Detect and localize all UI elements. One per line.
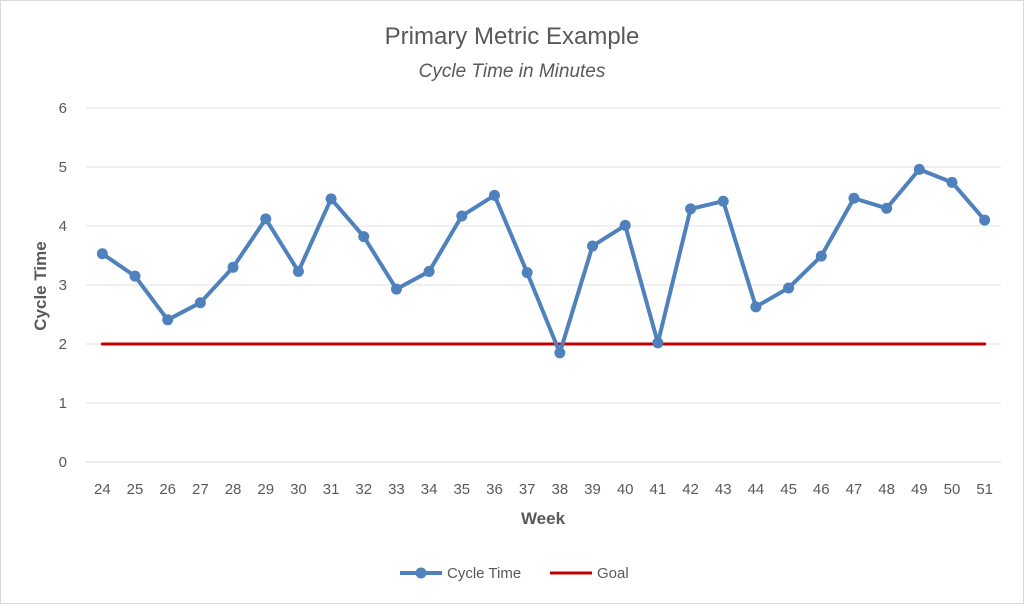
data-point	[292, 265, 304, 277]
data-point	[194, 297, 206, 309]
data-point	[587, 240, 599, 252]
data-point	[456, 210, 468, 222]
y-axis-ticks: 0 1 2 3 4 5 6	[59, 100, 67, 471]
x-tick-label: 41	[650, 481, 667, 498]
x-tick-label: 36	[486, 481, 503, 498]
x-tick-label: 45	[780, 481, 797, 498]
chart-subtitle: Cycle Time in Minutes	[419, 61, 606, 82]
data-point	[652, 337, 664, 349]
y-tick-label: 2	[59, 336, 67, 353]
y-tick-label: 3	[59, 277, 67, 294]
x-tick-label: 26	[159, 481, 176, 498]
x-tick-label: 32	[355, 481, 372, 498]
data-point	[619, 219, 631, 231]
x-tick-label: 30	[290, 481, 307, 498]
x-tick-label: 42	[682, 481, 699, 498]
data-point	[848, 192, 860, 204]
data-point	[358, 231, 370, 243]
data-point	[96, 248, 108, 260]
data-point	[423, 265, 435, 277]
x-tick-label: 50	[944, 481, 961, 498]
x-tick-label: 48	[878, 481, 895, 498]
x-tick-label: 35	[453, 481, 470, 498]
data-point	[260, 213, 272, 225]
x-axis-ticks: 24 25 26 27 28 29 30 31 32 33 34 35 36 37 38 39 40 41 42 43…	[94, 481, 993, 498]
y-tick-label: 4	[59, 218, 67, 235]
chart-title: Primary Metric Example	[385, 23, 640, 50]
gridlines	[86, 107, 1001, 463]
y-tick-label: 5	[59, 159, 67, 176]
data-point	[913, 163, 925, 175]
y-axis-title: Cycle Time	[31, 241, 50, 330]
y-tick-label: 6	[59, 100, 67, 117]
x-tick-label: 33	[388, 481, 405, 498]
x-tick-label: 34	[421, 481, 438, 498]
x-tick-label: 43	[715, 481, 732, 498]
data-point	[685, 203, 697, 215]
x-tick-label: 25	[127, 481, 144, 498]
x-tick-label: 39	[584, 481, 601, 498]
x-tick-label: 24	[94, 481, 111, 498]
data-point	[881, 202, 893, 214]
data-point	[946, 176, 958, 188]
data-point	[521, 267, 533, 279]
legend: Cycle Time Goal	[400, 565, 629, 582]
data-point	[815, 250, 827, 262]
data-point	[488, 189, 500, 201]
x-tick-label: 31	[323, 481, 340, 498]
legend-marker	[415, 567, 427, 579]
x-axis-title: Week	[521, 509, 566, 528]
x-tick-label: 46	[813, 481, 830, 498]
y-tick-label: 1	[59, 395, 67, 412]
series-line-cycle-time	[100, 167, 987, 355]
x-tick-label: 29	[257, 481, 274, 498]
data-point	[717, 195, 729, 207]
y-tick-label: 0	[59, 454, 67, 471]
data-point	[129, 270, 141, 282]
series-layer	[96, 163, 991, 359]
legend-label-cycle-time: Cycle Time	[447, 565, 521, 582]
data-point	[162, 314, 174, 326]
data-point	[783, 282, 795, 294]
data-point	[325, 193, 337, 205]
x-tick-label: 38	[551, 481, 568, 498]
data-point	[390, 283, 402, 295]
data-point	[227, 261, 239, 273]
x-tick-label: 27	[192, 481, 209, 498]
x-tick-label: 51	[976, 481, 993, 498]
x-tick-label: 37	[519, 481, 536, 498]
data-point	[750, 301, 762, 313]
legend-label-goal: Goal	[597, 565, 629, 582]
data-point	[554, 347, 566, 359]
x-tick-label: 28	[225, 481, 242, 498]
x-tick-label: 49	[911, 481, 928, 498]
data-point	[979, 214, 991, 226]
x-tick-label: 40	[617, 481, 634, 498]
x-tick-label: 47	[846, 481, 863, 498]
x-tick-label: 44	[748, 481, 765, 498]
